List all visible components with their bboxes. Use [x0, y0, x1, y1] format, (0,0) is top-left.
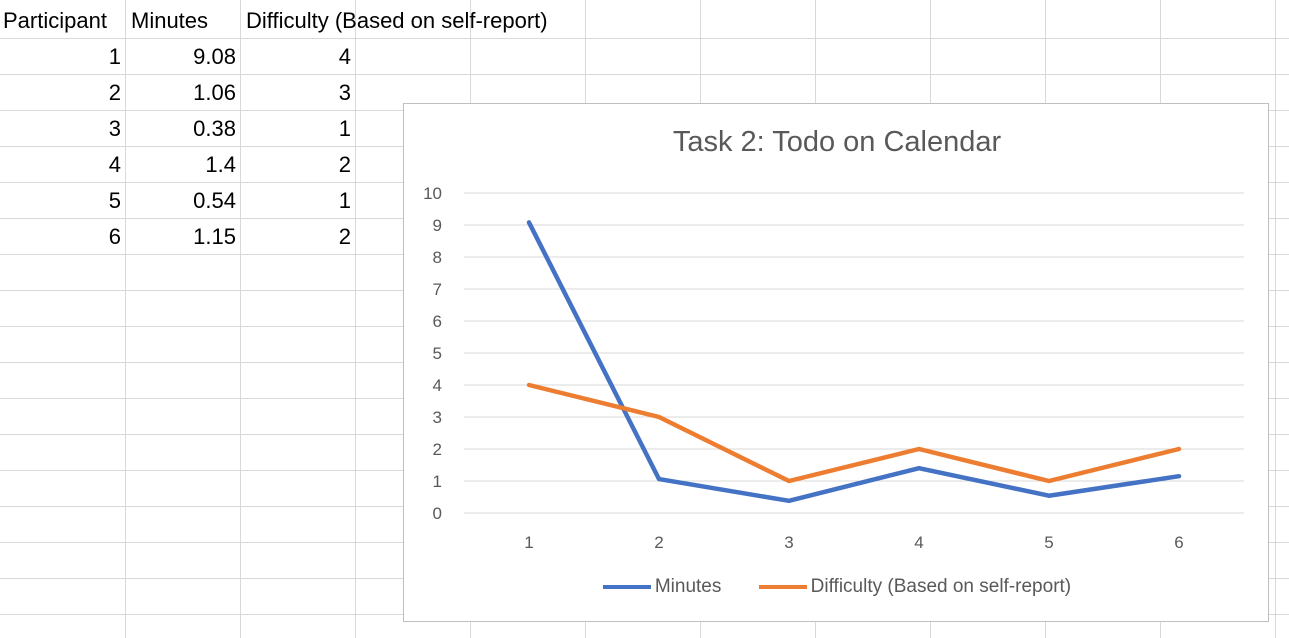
y-tick-label: 9	[433, 216, 442, 235]
legend-swatch-minutes	[602, 584, 651, 589]
x-tick-label: 3	[784, 533, 793, 552]
cell-participant[interactable]: 4	[108, 152, 121, 177]
cell-participant[interactable]: 2	[108, 80, 121, 105]
chart-title: Task 2: Todo on Calendar	[672, 126, 1002, 158]
legend-item-minutes: Minutes	[602, 576, 722, 598]
y-tick-label: 7	[433, 280, 442, 299]
cell-difficulty[interactable]: 4	[338, 44, 351, 69]
column-gridline	[240, 0, 241, 638]
y-tick-label: 0	[433, 504, 442, 523]
chart-legend: Minutes Difficulty (Based on self-report…	[404, 576, 1270, 598]
y-tick-label: 3	[433, 408, 442, 427]
cell-difficulty[interactable]: 2	[338, 152, 351, 177]
y-tick-label: 6	[433, 312, 442, 331]
cell-difficulty[interactable]: 1	[338, 188, 351, 213]
y-tick-label: 4	[433, 376, 442, 395]
column-gridline	[125, 0, 126, 638]
cell-minutes[interactable]: 1.4	[205, 152, 236, 177]
y-tick-label: 1	[433, 472, 442, 491]
row-gridline	[0, 38, 1289, 39]
y-tick-label: 10	[423, 184, 442, 203]
header-cell-minutes[interactable]: Minutes	[131, 8, 209, 33]
header-cell-difficulty[interactable]: Difficulty (Based on self-report)	[246, 8, 548, 33]
cell-difficulty[interactable]: 3	[338, 80, 351, 105]
series-line-difficulty	[526, 382, 1182, 484]
cell-participant[interactable]: 1	[108, 44, 121, 69]
header-cell-participant[interactable]: Participant	[3, 8, 107, 33]
line-chart[interactable]: Task 2: Todo on Calendar 0 1 2 3 4 5 6 7 8 9 10 1 2 3…	[403, 103, 1269, 622]
x-tick-label: 5	[1044, 533, 1053, 552]
cell-minutes[interactable]: 1.15	[193, 224, 236, 249]
cell-minutes[interactable]: 0.38	[193, 116, 236, 141]
cell-participant[interactable]: 5	[108, 188, 121, 213]
x-tick-label: 2	[654, 533, 663, 552]
x-tick-label: 6	[1174, 533, 1183, 552]
legend-label-difficulty: Difficulty (Based on self-report)	[810, 576, 1072, 597]
x-tick-label: 4	[914, 533, 923, 552]
chart-plot-area: 0 1 2 3 4 5 6 7 8 9 10 1 2 3 4 5 6	[423, 184, 1244, 552]
row-gridline	[0, 74, 1289, 75]
legend-item-difficulty: Difficulty (Based on self-report)	[758, 576, 1072, 598]
cell-difficulty[interactable]: 2	[338, 224, 351, 249]
column-gridline	[1275, 0, 1276, 638]
cell-participant[interactable]: 3	[108, 116, 121, 141]
y-tick-label: 5	[433, 344, 442, 363]
column-gridline	[355, 0, 356, 638]
x-tick-label: 1	[524, 533, 533, 552]
cell-participant[interactable]: 6	[108, 224, 121, 249]
legend-label-minutes: Minutes	[654, 576, 722, 597]
y-tick-label: 2	[433, 440, 442, 459]
cell-minutes[interactable]: 0.54	[193, 188, 236, 213]
cell-minutes[interactable]: 1.06	[193, 80, 236, 105]
y-tick-label: 8	[433, 248, 442, 267]
cell-minutes[interactable]: 9.08	[193, 44, 236, 69]
legend-swatch-difficulty	[758, 584, 807, 589]
cell-difficulty[interactable]: 1	[338, 116, 351, 141]
series-line-minutes	[526, 220, 1182, 504]
